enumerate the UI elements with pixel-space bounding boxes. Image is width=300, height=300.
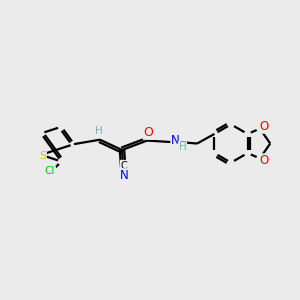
Text: H: H [178, 142, 186, 152]
Text: H: H [94, 126, 102, 136]
Text: N: N [120, 169, 128, 182]
Text: N: N [171, 134, 180, 147]
Text: O: O [260, 120, 269, 133]
Text: Cl: Cl [44, 166, 55, 176]
Text: S: S [39, 151, 46, 161]
Text: O: O [144, 126, 154, 139]
Text: O: O [260, 154, 269, 167]
Text: C: C [121, 160, 128, 171]
